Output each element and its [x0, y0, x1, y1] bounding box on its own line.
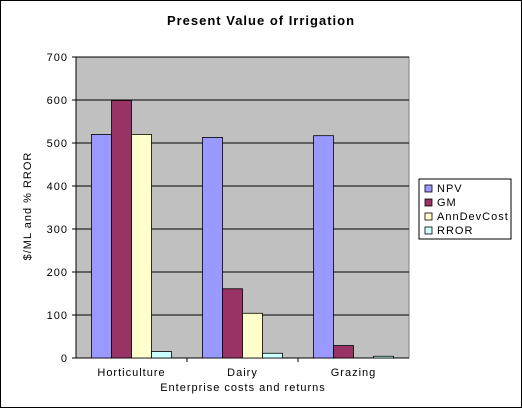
legend: NPV GM AnnDevCost RROR — [418, 178, 512, 240]
legend-swatch-gm — [424, 198, 433, 207]
y-tick-label: 600 — [47, 95, 68, 107]
bar-anndevcost-horticulture — [131, 133, 152, 359]
legend-label-gm: GM — [437, 197, 457, 209]
legend-label-anndevcost: AnnDevCost — [437, 211, 509, 223]
y-tick-label: 400 — [47, 181, 68, 193]
chart-title: Present Value of Irrigation — [167, 13, 355, 28]
y-tick-label: 700 — [47, 52, 68, 64]
bar-gm-dairy — [222, 288, 243, 359]
bar-rror-dairy — [262, 352, 283, 359]
bar-gm-grazing — [333, 345, 354, 359]
legend-swatch-anndevcost — [424, 212, 433, 221]
x-tick-label: Grazing — [331, 367, 377, 379]
bar-npv-dairy — [202, 137, 223, 359]
y-tick-label: 300 — [47, 224, 68, 236]
bar-rror-grazing — [373, 355, 394, 359]
bar-rror-horticulture — [151, 351, 172, 359]
bar-npv-grazing — [313, 135, 334, 359]
bar-gm-horticulture — [111, 100, 132, 359]
legend-box — [418, 178, 512, 240]
bar-anndevcost-dairy — [242, 312, 263, 359]
bars — [91, 100, 394, 359]
y-tick-label: 200 — [47, 267, 68, 279]
legend-label-npv: NPV — [437, 183, 463, 195]
x-axis-ticks: Horticulture Dairy Grazing — [97, 358, 377, 379]
x-axis-label: Enterprise costs and returns — [160, 382, 326, 394]
bar-npv-horticulture — [91, 133, 112, 359]
legend-swatch-rror — [424, 226, 433, 235]
x-tick-label: Dairy — [227, 367, 258, 379]
y-tick-label: 0 — [61, 353, 68, 365]
x-tick-label: Horticulture — [97, 367, 165, 379]
y-axis-label: $/ML and % RROR — [22, 152, 34, 261]
y-tick-label: 500 — [47, 138, 68, 150]
legend-label-rror: RROR — [437, 225, 473, 237]
legend-swatch-npv — [424, 184, 433, 193]
y-tick-label: 100 — [47, 310, 68, 322]
